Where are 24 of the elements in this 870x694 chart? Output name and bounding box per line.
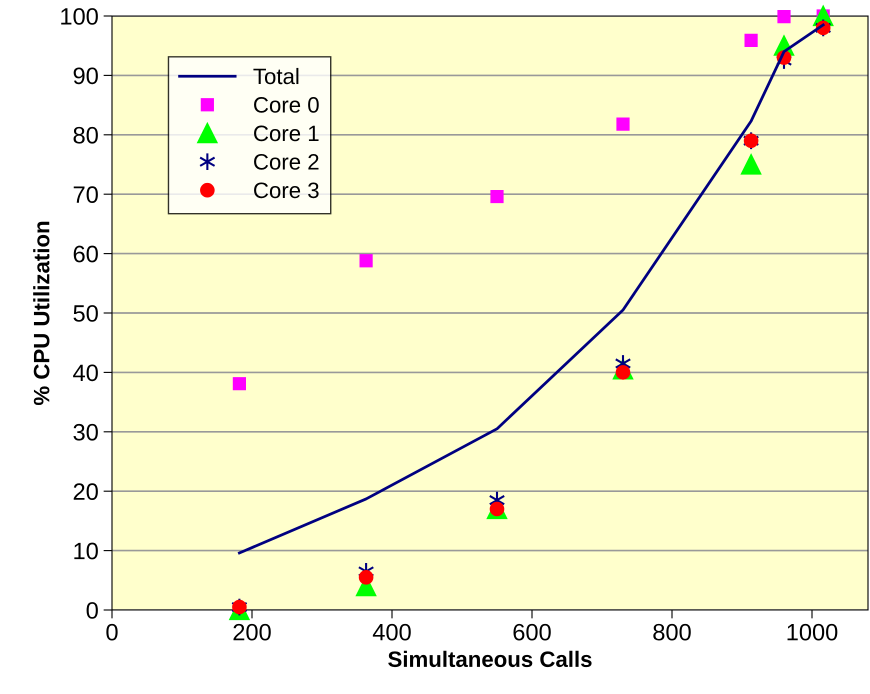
y-tick-label: 40 — [73, 364, 98, 382]
legend-label: Core 3 — [254, 182, 319, 198]
x-tick-label: 600 — [514, 624, 551, 641]
y-tick-label: 50 — [73, 305, 98, 322]
x-tick-label: 0 — [106, 624, 118, 641]
y-tick-label: 0 — [86, 602, 98, 619]
y-axis-title: % CPU Utilization — [33, 222, 50, 406]
x-tick-label: 800 — [653, 624, 691, 641]
y-tick-label: 80 — [74, 126, 98, 144]
legend-label: Core 1 — [254, 125, 319, 142]
y-tick-label: 30 — [73, 424, 98, 441]
y-tick-label: 100 — [61, 8, 98, 25]
legend-label: Total — [253, 68, 298, 84]
x-axis-title: Simultaneous Calls — [388, 650, 592, 668]
x-tick-label: 400 — [372, 624, 411, 641]
y-tick-label: 90 — [74, 67, 98, 84]
y-tick-label: 20 — [74, 483, 98, 500]
y-tick-label: 10 — [74, 542, 98, 560]
x-tick-label: 1000 — [788, 624, 838, 641]
legend-label: Core 2 — [254, 154, 318, 170]
x-tick-label: 200 — [233, 624, 271, 641]
y-tick-label: 70 — [74, 186, 98, 203]
legend-label: Core 0 — [254, 97, 319, 113]
y-tick-label: 60 — [74, 246, 98, 262]
